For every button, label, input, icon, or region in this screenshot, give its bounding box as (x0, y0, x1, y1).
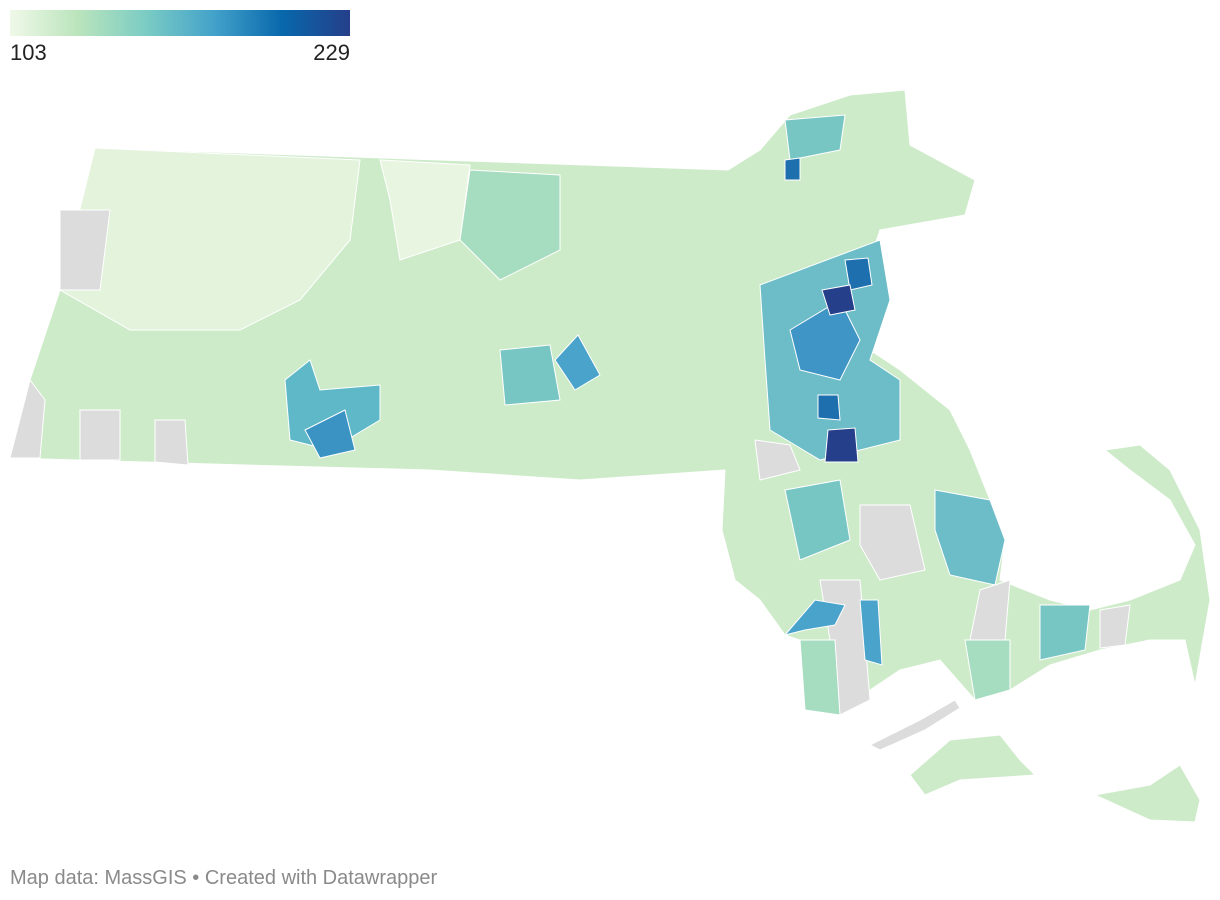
legend-min: 103 (10, 40, 47, 65)
no-data (859, 504, 926, 581)
region (379, 159, 471, 261)
region (964, 639, 1011, 701)
region (784, 114, 846, 161)
region (784, 479, 851, 561)
region (844, 257, 873, 291)
legend-scale (10, 10, 350, 36)
region (459, 169, 561, 281)
region (284, 359, 381, 451)
no-data (59, 209, 111, 291)
island (909, 734, 1037, 796)
region (1039, 604, 1091, 661)
island (868, 699, 961, 751)
region (783, 599, 846, 636)
no-data (9, 378, 46, 459)
region (59, 147, 361, 331)
region (799, 639, 841, 716)
region (934, 489, 1006, 586)
region (824, 427, 859, 463)
region (821, 284, 856, 316)
no-data (79, 409, 121, 461)
no-data (154, 419, 189, 466)
region (784, 157, 801, 181)
island (1093, 764, 1201, 823)
region (817, 394, 841, 421)
region (304, 409, 356, 459)
map (9, 89, 1211, 823)
region (499, 344, 561, 406)
region (554, 334, 601, 391)
no-data (1099, 604, 1131, 649)
no-data (754, 439, 801, 481)
legend-max: 229 (313, 40, 350, 65)
region (859, 599, 883, 666)
footer: Map data: MassGIS • Created with Datawra… (10, 867, 438, 889)
